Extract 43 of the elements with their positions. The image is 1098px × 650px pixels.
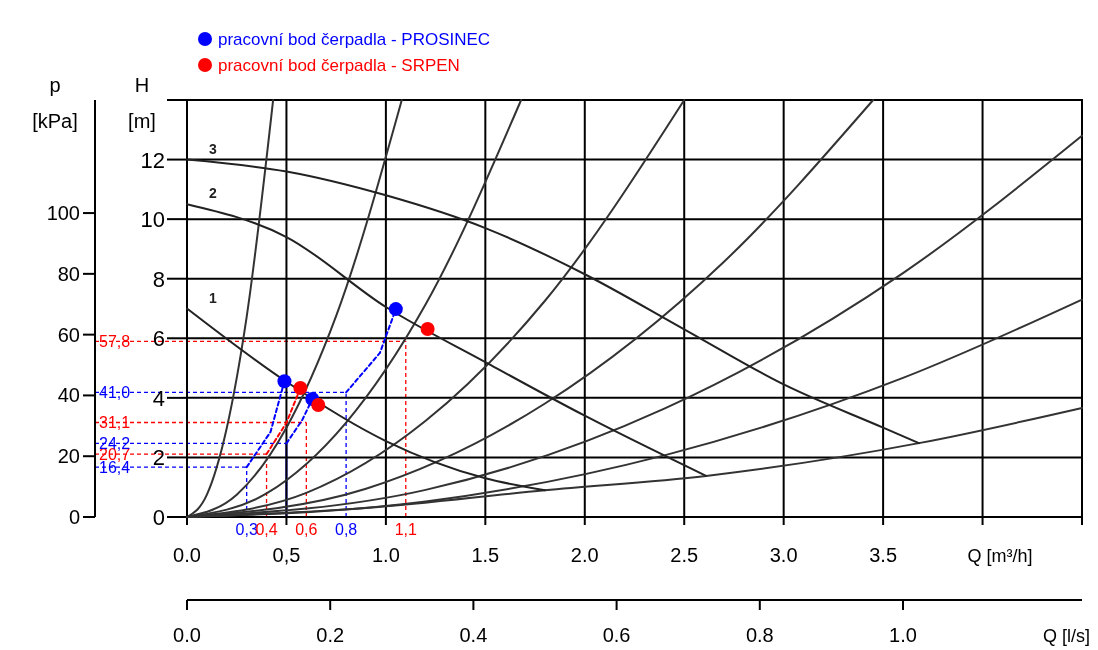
series-label: 3 (209, 140, 217, 157)
y2-tick-label: 80 (57, 262, 80, 285)
x2-tick-label: 0.6 (602, 624, 631, 646)
y2-tick-label: 60 (57, 323, 80, 346)
y-tick-label: 2 (152, 445, 165, 471)
x-tick-label: 1.5 (471, 544, 500, 566)
x-tick-label: 3.0 (769, 544, 798, 566)
x-tick-label: 2.5 (670, 544, 699, 566)
ref-line-label: 41,0 (99, 384, 131, 402)
series-label: 2 (209, 185, 217, 202)
legend-label: pracovní bod čerpadla - SRPEN (218, 56, 460, 75)
y-tick-label: 0 (152, 505, 165, 530)
x2-tick-label: 1.0 (889, 624, 917, 646)
ref-line-label: 57,8 (99, 333, 131, 351)
y-axis-title: H [m] (128, 74, 156, 132)
y2-axis-title: p [kPa] (32, 74, 78, 132)
legend-label: pracovní bod čerpadla - PROSINEC (218, 30, 491, 49)
y-tick-label: 10 (140, 207, 165, 233)
x2-tick-label: 0.2 (316, 624, 345, 646)
x2-tick-label: 0.4 (459, 624, 488, 646)
y2-tick-label: 40 (57, 384, 80, 407)
x2-tick-label: 0.8 (745, 624, 774, 646)
x-tick-label: 0.0 (173, 544, 201, 566)
ref-line-label: 0,8 (334, 521, 358, 538)
x2-tick-label: 0.0 (173, 624, 201, 646)
x-tick-label: 0,5 (272, 544, 301, 566)
y2-tick-label: 100 (46, 202, 80, 225)
y-tick-label: 4 (152, 385, 165, 411)
series-label: 1 (209, 289, 217, 306)
ref-line-label: 1,1 (394, 521, 417, 538)
x-tick-label: 1.0 (371, 544, 400, 566)
x-tick-label: 3.5 (869, 544, 898, 566)
y2-tick-label: 20 (57, 445, 80, 468)
y-tick-label: 6 (152, 326, 165, 352)
y2-tick-label: 0 (68, 506, 80, 528)
y-tick-label: 8 (152, 266, 165, 292)
ref-line-label: 0,4 (255, 521, 278, 538)
ref-line-label: 0,6 (295, 521, 318, 538)
x-tick-label: 2.0 (570, 544, 599, 566)
x2-axis-title: Q [l/s] (1042, 626, 1090, 646)
x-axis-title: Q [m³/h] (967, 546, 1033, 566)
y-tick-label: 12 (140, 147, 165, 173)
ref-line-label: 0,3 (235, 521, 258, 538)
